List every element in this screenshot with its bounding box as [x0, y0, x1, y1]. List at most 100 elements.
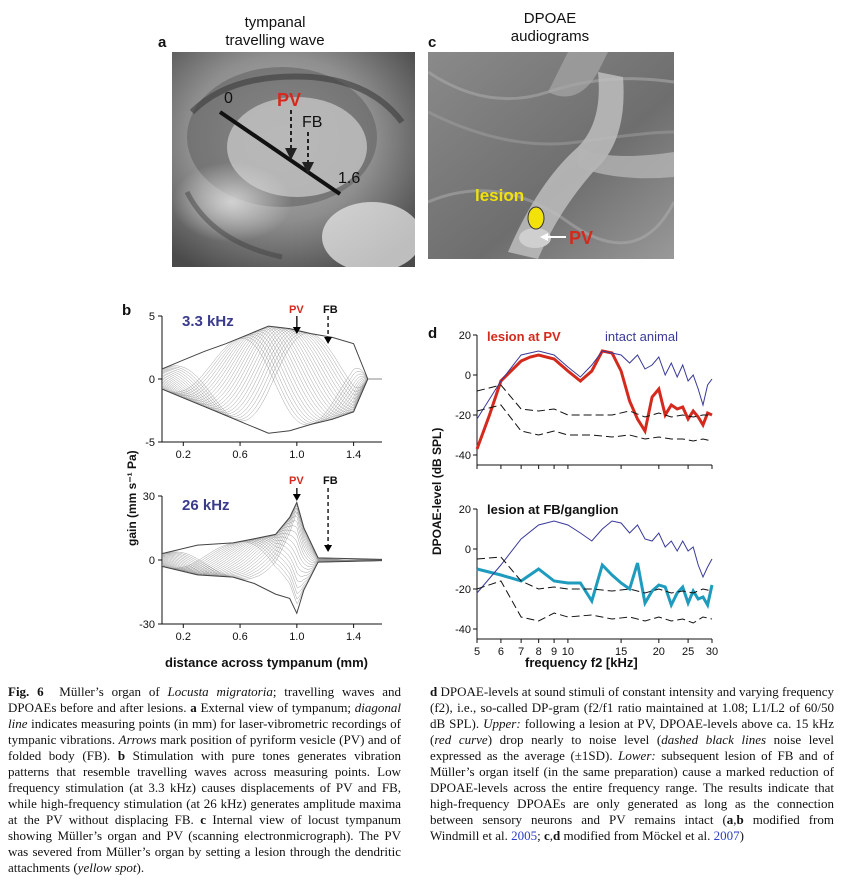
fb-label-a: FB — [302, 114, 323, 131]
fb-arrow-bottom-head — [324, 545, 333, 552]
cap-italic: dashed black lines — [661, 732, 767, 747]
b-marker-fb-bottom: FB — [323, 475, 338, 487]
x-tick-label: 6 — [498, 646, 504, 658]
wave-trace — [161, 335, 382, 424]
x-tick-label: 20 — [653, 646, 665, 658]
cap-text: ; — [537, 828, 541, 843]
b-bottom-freq: 26 kHz — [182, 497, 230, 514]
wave-trace — [161, 328, 382, 420]
ref-link-2005[interactable]: 2005 — [511, 828, 538, 843]
measuring-end-label: 1.6 — [338, 170, 361, 187]
cap-text: , — [549, 828, 553, 843]
fb-arrow-top-head — [324, 337, 333, 344]
cap-text: modified from Windmill et al. — [430, 812, 834, 843]
b-lower-plot: 30 0 -30 0.2 0.6 1.0 1.4 — [139, 488, 383, 643]
wave-trace — [161, 328, 382, 414]
wave-trace — [162, 328, 382, 415]
y-tick-label: 0 — [149, 374, 155, 386]
cap-text: ). — [136, 860, 145, 875]
envelope-upper — [161, 500, 383, 560]
b-marker-fb-top: FB — [323, 304, 338, 316]
wave-trace — [161, 329, 382, 421]
y-tick-label: -40 — [455, 450, 471, 462]
cap-italic: yellow spot — [77, 860, 137, 875]
lesion-spot — [527, 206, 545, 230]
x-tick-label: 1.0 — [289, 631, 304, 643]
wave-trace — [161, 333, 382, 423]
cap-text: Internal view of locust tympanum showing… — [8, 812, 402, 875]
pv-structure — [519, 228, 551, 248]
cap-text: following a lesion at PV, DPOAE-levels a… — [430, 716, 835, 747]
cap-text: subsequent lesion of FB and of Müller’s … — [430, 748, 835, 827]
panel-b-chart: 5 0 -5 0.2 0.6 1.0 1.4 30 0 -30 0.2 0.6 1.0 1.4 3.3 … — [125, 304, 383, 670]
panel-b-letter: b — [122, 302, 132, 319]
series-noise-avg — [476, 556, 713, 594]
y-tick-label: 0 — [465, 544, 471, 556]
panel-a-header-line1: tympanal — [244, 14, 306, 31]
y-tick-label: 20 — [459, 504, 471, 516]
d-legend-lower: lesion at FB/ganglion — [487, 502, 619, 517]
cap-text: noise level expressed as the average (±1… — [430, 732, 834, 763]
cap-text: indicates measuring points (in mm) for l… — [8, 716, 402, 747]
panel-c-header: DPOAE audiograms — [480, 10, 620, 46]
envelope-lower — [161, 560, 383, 615]
cap-italic: diagonal line — [8, 700, 402, 731]
cap-text: ) drop nearly to noise level ( — [487, 732, 662, 747]
wave-trace — [161, 338, 382, 426]
wave-trace — [161, 331, 382, 422]
lesion-label: lesion — [475, 186, 525, 205]
pv-arrow-top-head — [292, 327, 301, 334]
d-legend-blue: intact animal — [605, 329, 678, 344]
y-tick-label: -40 — [455, 624, 471, 636]
series-intact — [476, 350, 713, 420]
panel-a-header: tympanal travelling wave — [205, 14, 345, 50]
panel-d-letter: d — [428, 325, 438, 342]
pv-label-a: PV — [277, 90, 302, 110]
panel-c-header-line1: DPOAE — [523, 10, 577, 27]
x-tick-label: 0.2 — [176, 449, 191, 461]
cap-letter: b — [736, 812, 744, 827]
d-xlabel: frequency f2 [kHz] — [525, 655, 638, 670]
series-intact — [476, 520, 713, 594]
wave-trace — [161, 332, 382, 420]
cap-italic: red curve — [434, 732, 488, 747]
wave-trace — [161, 327, 382, 412]
wave-trace — [161, 329, 382, 416]
x-tick-label: 9 — [551, 646, 557, 658]
cap-italic: Arrows — [118, 732, 157, 747]
d-ylabel: DPOAE-level (dB SPL) — [430, 428, 444, 555]
wave-trace — [161, 541, 383, 605]
b-xlabel: distance across tympanum (mm) — [165, 655, 368, 670]
panel-a-header-line2: travelling wave — [225, 32, 325, 49]
cap-text: DPOAE-levels at sound stimuli of constan… — [430, 684, 835, 731]
cap-letter: c — [200, 812, 206, 827]
cap-species: Locusta migratoria — [167, 684, 273, 699]
cap-text: Stimulation with pure tones generates vi… — [8, 748, 402, 827]
b-upper-plot: 5 0 -5 0.2 0.6 1.0 1.4 — [145, 311, 382, 461]
b-ylabel: gain (mm s⁻¹ Pa) — [125, 450, 139, 546]
y-tick-label: 30 — [143, 491, 155, 503]
y-tick-label: -20 — [455, 584, 471, 596]
cap-fig: Fig. 6 — [8, 684, 44, 699]
panel-c-letter: c — [428, 34, 437, 51]
wave-trace — [161, 331, 382, 419]
cap-letter: b — [117, 748, 126, 763]
wave-trace — [161, 327, 382, 412]
caption-left: Fig. 6 Müller’s organ of Locusta migrato… — [8, 684, 401, 876]
x-tick-label: 15 — [615, 646, 627, 658]
cap-text: , — [733, 812, 737, 827]
tympanum-photo-svg — [172, 52, 415, 267]
x-tick-label: 0.6 — [232, 449, 247, 461]
series-noise-sd — [476, 580, 713, 624]
cap-italic: Lower: — [618, 748, 656, 763]
b-top-freq: 3.3 kHz — [182, 313, 234, 330]
y-tick-label: 0 — [149, 555, 155, 567]
ref-link-2007[interactable]: 2007 — [713, 828, 740, 843]
wave-trace — [161, 332, 382, 422]
x-tick-label: 25 — [682, 646, 694, 658]
envelope-upper — [161, 325, 369, 380]
series-lesion-fb — [476, 562, 714, 610]
cap-text: mark position of pyriform vesicle (PV) a… — [8, 732, 402, 763]
measuring-line — [218, 110, 342, 196]
panel-a-letter: a — [158, 34, 167, 51]
